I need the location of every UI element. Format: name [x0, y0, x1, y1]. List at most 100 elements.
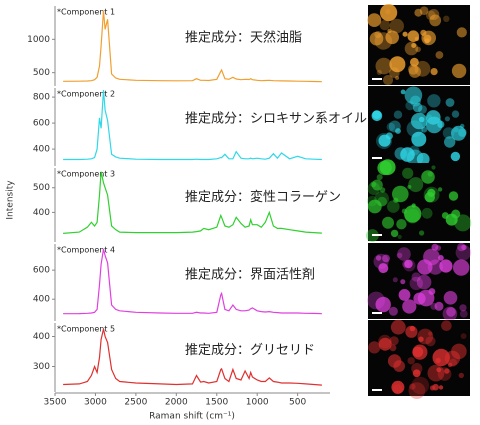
micrograph-blob: [437, 367, 452, 381]
micrograph-blob: [423, 248, 440, 266]
micrograph-blob: [427, 94, 441, 108]
micrograph-blob: [400, 279, 406, 285]
micrograph-blob: [428, 331, 433, 336]
micrograph: [368, 86, 470, 166]
micrograph-blob: [401, 208, 407, 214]
micrograph-blob: [418, 336, 424, 342]
micrograph-blob: [403, 259, 416, 272]
micrograph-blob: [425, 10, 436, 20]
micrograph-blob: [427, 364, 445, 382]
micrograph-blob: [402, 260, 410, 268]
micrograph-blob: [416, 274, 432, 290]
micrograph-blob: [446, 307, 456, 317]
y-tick-label: 500: [33, 68, 50, 78]
x-tick-label: 2000: [165, 398, 188, 408]
micrograph-blob: [434, 301, 444, 311]
micrograph-blob: [389, 56, 406, 73]
x-tick-label: 2500: [124, 398, 147, 408]
micrograph-blob: [429, 14, 442, 27]
micrograph-blob: [458, 372, 464, 379]
micrograph-blob: [430, 68, 438, 76]
micrograph-blob: [407, 30, 420, 42]
micrograph-blob: [432, 348, 450, 367]
micrograph-blob: [390, 229, 399, 238]
annotation: 推定成分：変性コラーゲン: [185, 189, 341, 205]
micrograph-blob: [426, 114, 432, 120]
y-tick-label: 800: [33, 93, 50, 103]
micrograph-blob: [431, 165, 436, 170]
micrograph-blob: [412, 102, 423, 113]
micrograph-blob: [409, 383, 416, 390]
micrograph-blob: [458, 128, 467, 137]
spectrum-line: [63, 171, 322, 234]
spectrum-line: [63, 89, 322, 161]
micrograph: [366, 159, 472, 242]
micrograph-blob: [407, 184, 412, 189]
micrograph-blob: [451, 110, 460, 118]
micrograph-blob: [441, 212, 449, 219]
micrograph-blob: [376, 174, 383, 181]
spectrum-line: [63, 328, 322, 386]
micrograph-blob: [404, 41, 419, 56]
micrograph-blob: [411, 131, 427, 147]
micrograph-blob: [421, 30, 437, 46]
panel-title: *Component 4: [57, 246, 115, 255]
y-tick-label: 400: [33, 145, 50, 155]
micrograph-blob: [389, 344, 397, 352]
micrograph-blob: [409, 145, 420, 156]
micrograph-blob: [451, 125, 466, 141]
micrograph-blob: [372, 110, 382, 119]
micrograph-blob: [408, 177, 424, 193]
micrograph-blob: [389, 18, 404, 34]
micrograph-blob: [398, 289, 411, 301]
micrograph-blob: [414, 60, 431, 77]
micrograph-blob: [378, 134, 391, 147]
scale-bar: [372, 157, 382, 159]
micrograph-blob: [411, 43, 417, 48]
micrograph-blob: [424, 38, 430, 44]
micrograph-blob: [442, 127, 455, 139]
scale-bar: [372, 234, 382, 236]
y-tick-label: 600: [33, 119, 50, 129]
micrograph-blob: [411, 376, 430, 395]
micrograph-blob: [392, 277, 398, 283]
micrograph-blob: [437, 187, 443, 192]
micrograph-blob: [392, 384, 403, 395]
micrograph-blob: [396, 219, 407, 230]
micrograph-blob: [443, 15, 450, 22]
micrograph-blob: [412, 346, 424, 358]
micrograph-blob: [376, 69, 382, 75]
micrograph-blob: [444, 116, 450, 122]
micrograph-blob: [393, 110, 403, 119]
micrograph-blob: [409, 276, 423, 291]
micrograph-blob: [375, 255, 382, 261]
micrograph-blob: [460, 333, 467, 339]
micrograph-blob: [400, 89, 406, 95]
micrograph-blob: [371, 179, 383, 191]
micrograph-blob: [390, 319, 406, 335]
micrograph-blob: [408, 382, 426, 399]
annotation: 推定成分：天然油脂: [185, 30, 302, 46]
micrograph-blob: [412, 369, 421, 378]
micrograph-blob: [387, 28, 392, 34]
micrograph-blob: [451, 343, 467, 360]
micrograph-blob: [417, 289, 435, 307]
micrograph-blob: [386, 122, 395, 132]
micrograph-blob: [387, 354, 402, 368]
spectrum-line: [63, 10, 322, 83]
micrograph-blob: [425, 336, 436, 347]
micrograph-blob: [430, 302, 438, 310]
micrograph-blob: [411, 203, 416, 208]
scale-bar: [372, 78, 382, 80]
micrograph-blob: [439, 259, 453, 273]
micrograph-blob: [379, 19, 390, 31]
micrograph: [367, 4, 470, 86]
micrograph-blob: [410, 57, 419, 67]
panel-title: *Component 2: [57, 90, 115, 99]
micrograph-blob: [456, 27, 467, 38]
micrograph-blob: [451, 63, 467, 79]
x-tick-label: 3000: [84, 398, 107, 408]
y-axis-label: Intensity: [6, 180, 16, 220]
micrograph-blob: [410, 95, 421, 107]
